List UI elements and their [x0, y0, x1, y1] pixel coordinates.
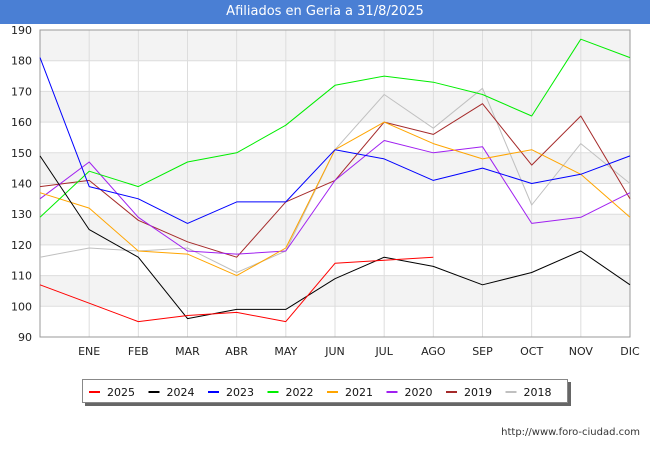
legend-label-2024: 2024: [167, 386, 195, 399]
y-tick-label: 180: [11, 55, 32, 68]
y-tick-label: 120: [11, 239, 32, 252]
series-line-2023: [39, 57, 631, 224]
x-tick-label: NOV: [569, 345, 594, 358]
chart-title: Afiliados en Geria a 31/8/2025: [0, 0, 650, 24]
x-tick-label: FEB: [128, 345, 149, 358]
y-tick-label: 140: [11, 178, 32, 191]
legend-label-2025: 2025: [107, 386, 135, 399]
series-line-2020: [39, 140, 631, 255]
source-url[interactable]: http://www.foro-ciudad.com: [501, 427, 640, 438]
x-axis-labels: ENE FEB MAR ABR MAY JUN JUL AGO SEP OCT NOV DIC: [78, 345, 640, 358]
legend: 2025 2024 2023 2022 2021 2020 2019 2018: [82, 379, 568, 403]
x-tick-label: JUN: [324, 345, 345, 358]
x-tick-label: OCT: [520, 345, 543, 358]
legend-label-2020: 2020: [405, 386, 433, 399]
x-tick-label: SEP: [472, 345, 493, 358]
x-tick-label: MAY: [274, 345, 297, 358]
x-tick-label: AGO: [421, 345, 446, 358]
series-line-2024: [39, 155, 631, 320]
y-tick-label: 170: [11, 85, 32, 98]
series-line-2022: [39, 38, 631, 218]
x-tick-label: MAR: [175, 345, 200, 358]
legend-label-2018: 2018: [524, 386, 552, 399]
x-tick-label: JUL: [374, 345, 393, 358]
y-tick-label: 110: [11, 270, 32, 283]
y-tick-label: 130: [11, 208, 32, 221]
series-line-2025: [39, 256, 434, 323]
x-tick-label: ENE: [78, 345, 100, 358]
y-tick-label: 100: [11, 300, 32, 313]
series-lines: [39, 38, 631, 323]
y-tick-label: 90: [18, 331, 32, 344]
y-tick-label: 160: [11, 116, 32, 129]
y-axis-labels: 90 100 110 120 130 140 150 160 170 180 190: [11, 24, 32, 344]
y-tick-label: 190: [11, 24, 32, 37]
legend-label-2019: 2019: [464, 386, 492, 399]
legend-label-2022: 2022: [286, 386, 314, 399]
legend-label-2021: 2021: [345, 386, 373, 399]
legend-label-2023: 2023: [226, 386, 254, 399]
y-tick-label: 150: [11, 147, 32, 160]
x-tick-label: DIC: [620, 345, 640, 358]
x-tick-label: ABR: [225, 345, 248, 358]
